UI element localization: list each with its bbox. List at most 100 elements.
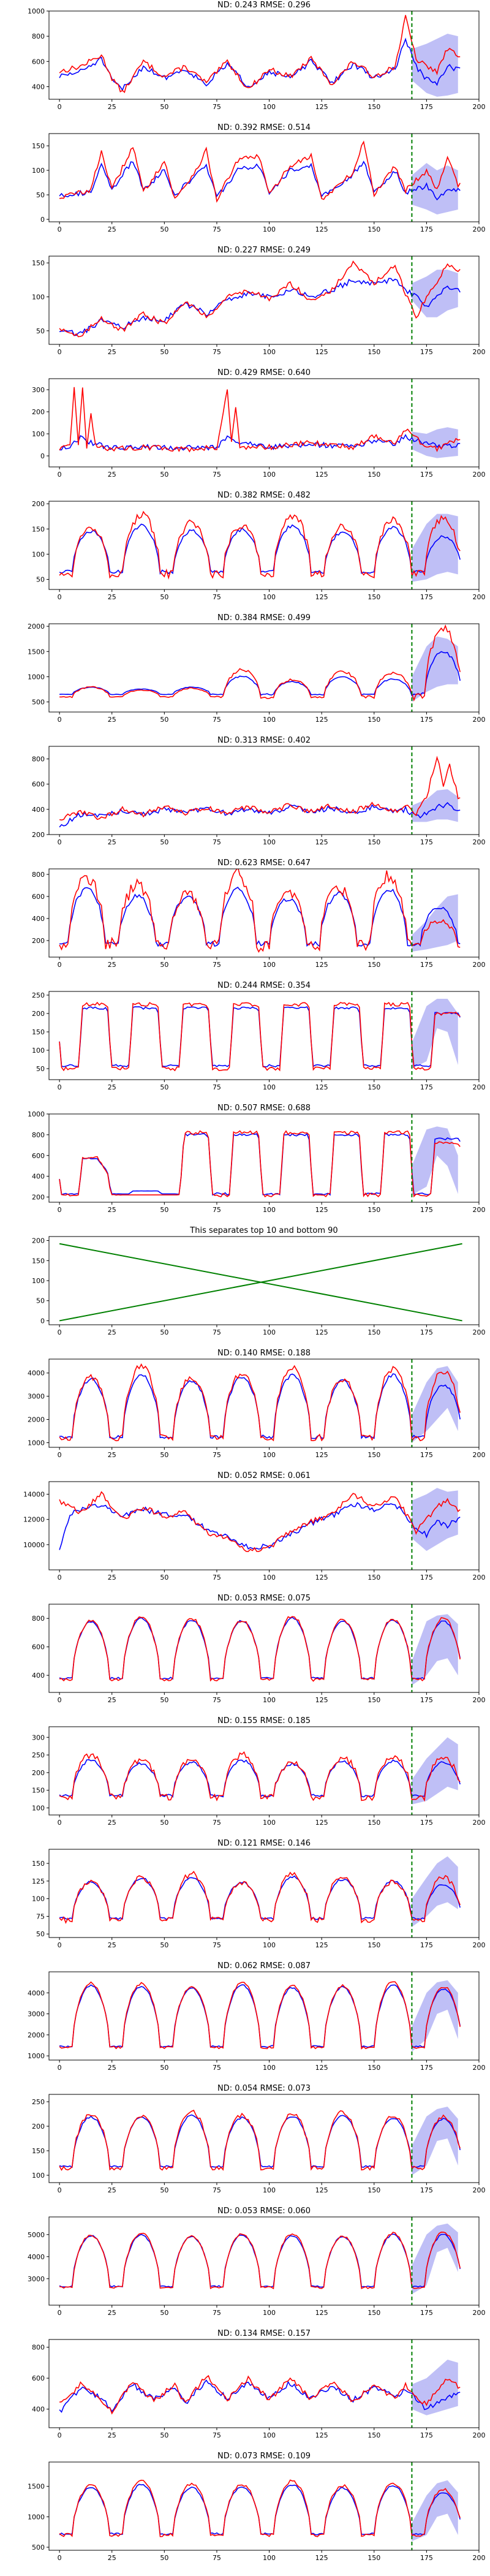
subplot-title: ND: 0.392 RMSE: 0.514: [217, 123, 311, 132]
x-tick-label: 200: [473, 2064, 486, 2072]
x-tick-label: 150: [368, 1696, 380, 1704]
x-tick-label: 100: [263, 2554, 276, 2562]
x-tick-label: 175: [420, 593, 433, 601]
subplot-title: ND: 0.382 RMSE: 0.482: [217, 491, 311, 500]
x-tick-label: 150: [368, 2064, 380, 2072]
axes-frame: [48, 868, 480, 958]
plot-area: [59, 1359, 461, 1447]
x-tick-label: 25: [108, 2554, 116, 2562]
x-tick-label: 150: [368, 838, 380, 846]
x-tick-label: 175: [420, 1819, 433, 1827]
x-tick-label: 175: [420, 716, 433, 724]
plot-area: [59, 1482, 461, 1570]
subplot-20: ND: 0.134 RMSE: 0.157 0 25 50 75 100 125 150 175…: [32, 2329, 486, 2439]
x-tick-label: 25: [108, 716, 116, 724]
y-tick-label: 150: [32, 259, 45, 267]
y-tick-label: 10000: [23, 1541, 45, 1549]
x-tick-label: 75: [213, 2554, 221, 2562]
x-tick-label: 50: [160, 2186, 168, 2194]
y-tick-label: 500: [32, 699, 45, 707]
y-tick-label: 400: [32, 806, 45, 814]
x-tick-label: 100: [263, 2309, 276, 2317]
true-series-line: [59, 387, 461, 453]
subplot-15: ND: 0.155 RMSE: 0.185 0 25 50 75 100 125 150 175…: [32, 1716, 486, 1827]
prediction-line: [59, 886, 461, 947]
subplot-title: ND: 0.227 RMSE: 0.249: [217, 246, 311, 255]
subplot-title: ND: 0.384 RMSE: 0.499: [217, 613, 311, 623]
prediction-interval: [412, 2359, 458, 2415]
plot-area: [59, 2339, 461, 2428]
x-tick-label: 125: [315, 716, 328, 724]
x-tick-label: 100: [263, 716, 276, 724]
x-tick-label: 0: [58, 471, 62, 479]
x-tick-label: 125: [315, 1696, 328, 1704]
prediction-line: [59, 1006, 461, 1067]
x-tick-label: 50: [160, 1206, 168, 1214]
y-tick-label: 4000: [28, 2253, 45, 2261]
prediction-interval: [412, 1737, 458, 1805]
x-tick-label: 25: [108, 348, 116, 356]
y-tick-label: 200: [32, 1769, 45, 1777]
x-tick-label: 0: [58, 2309, 62, 2317]
x-tick-label: 0: [58, 1574, 62, 1582]
x-tick-label: 100: [263, 103, 276, 111]
y-tick-label: 3000: [28, 2275, 45, 2283]
plot-area: [59, 1243, 462, 1322]
x-tick-label: 0: [58, 1941, 62, 1949]
prediction-interval: [412, 513, 458, 582]
x-tick-label: 175: [420, 1451, 433, 1459]
x-tick-label: 25: [108, 2431, 116, 2439]
prediction-interval: [412, 2223, 458, 2294]
x-tick-label: 0: [58, 103, 62, 111]
x-tick-label: 125: [315, 961, 328, 969]
subplot-title: ND: 0.243 RMSE: 0.296: [217, 1, 311, 10]
x-tick-label: 75: [213, 1819, 221, 1827]
prediction-line: [59, 278, 461, 336]
y-tick-label: 100: [32, 1277, 45, 1285]
x-tick-label: 0: [58, 1819, 62, 1827]
axes-frame: [48, 991, 480, 1080]
x-tick-label: 50: [160, 2431, 168, 2439]
x-tick-label: 125: [315, 471, 328, 479]
x-tick-label: 100: [263, 348, 276, 356]
axes-frame: [48, 1849, 480, 1938]
x-tick-label: 100: [263, 1451, 276, 1459]
x-tick-label: 125: [315, 1206, 328, 1214]
x-tick-label: 175: [420, 348, 433, 356]
x-tick-label: 50: [160, 2309, 168, 2317]
subplot-2: ND: 0.392 RMSE: 0.514 0 25 50 75 100 125 150 175…: [32, 123, 486, 233]
prediction-interval: [412, 2480, 458, 2542]
axes-frame: [48, 1358, 480, 1448]
prediction-interval: [412, 1614, 458, 1686]
true-series-line: [59, 1363, 461, 1442]
x-tick-label: 50: [160, 1574, 168, 1582]
plot-area: [59, 2462, 461, 2550]
x-tick-label: 75: [213, 1328, 221, 1336]
x-tick-label: 75: [213, 2431, 221, 2439]
subplot-14: ND: 0.053 RMSE: 0.075 0 25 50 75 100 125 150 175…: [32, 1594, 486, 1704]
x-tick-label: 50: [160, 2064, 168, 2072]
subplot-title: ND: 0.429 RMSE: 0.640: [217, 368, 311, 377]
axes-frame: [48, 10, 480, 100]
true-series-line: [59, 1616, 461, 1682]
y-tick-label: 600: [32, 893, 45, 901]
plot-area: [59, 1849, 461, 1938]
y-tick-label: 150: [32, 1787, 45, 1795]
x-tick-label: 25: [108, 1083, 116, 1091]
x-tick-label: 0: [58, 716, 62, 724]
y-tick-label: 600: [32, 1152, 45, 1160]
x-tick-label: 0: [58, 838, 62, 846]
x-tick-label: 25: [108, 1941, 116, 1949]
x-tick-label: 175: [420, 2186, 433, 2194]
true-series-line: [59, 756, 461, 821]
prediction-interval: [412, 636, 458, 702]
axes-frame: [48, 1604, 480, 1693]
x-tick-label: 150: [368, 1083, 380, 1091]
x-tick-label: 50: [160, 1941, 168, 1949]
axes-frame: [48, 133, 480, 222]
axes-frame: [48, 2094, 480, 2183]
x-tick-label: 125: [315, 2431, 328, 2439]
x-tick-label: 200: [473, 1696, 486, 1704]
y-tick-label: 50: [36, 1065, 45, 1073]
x-tick-label: 25: [108, 2064, 116, 2072]
